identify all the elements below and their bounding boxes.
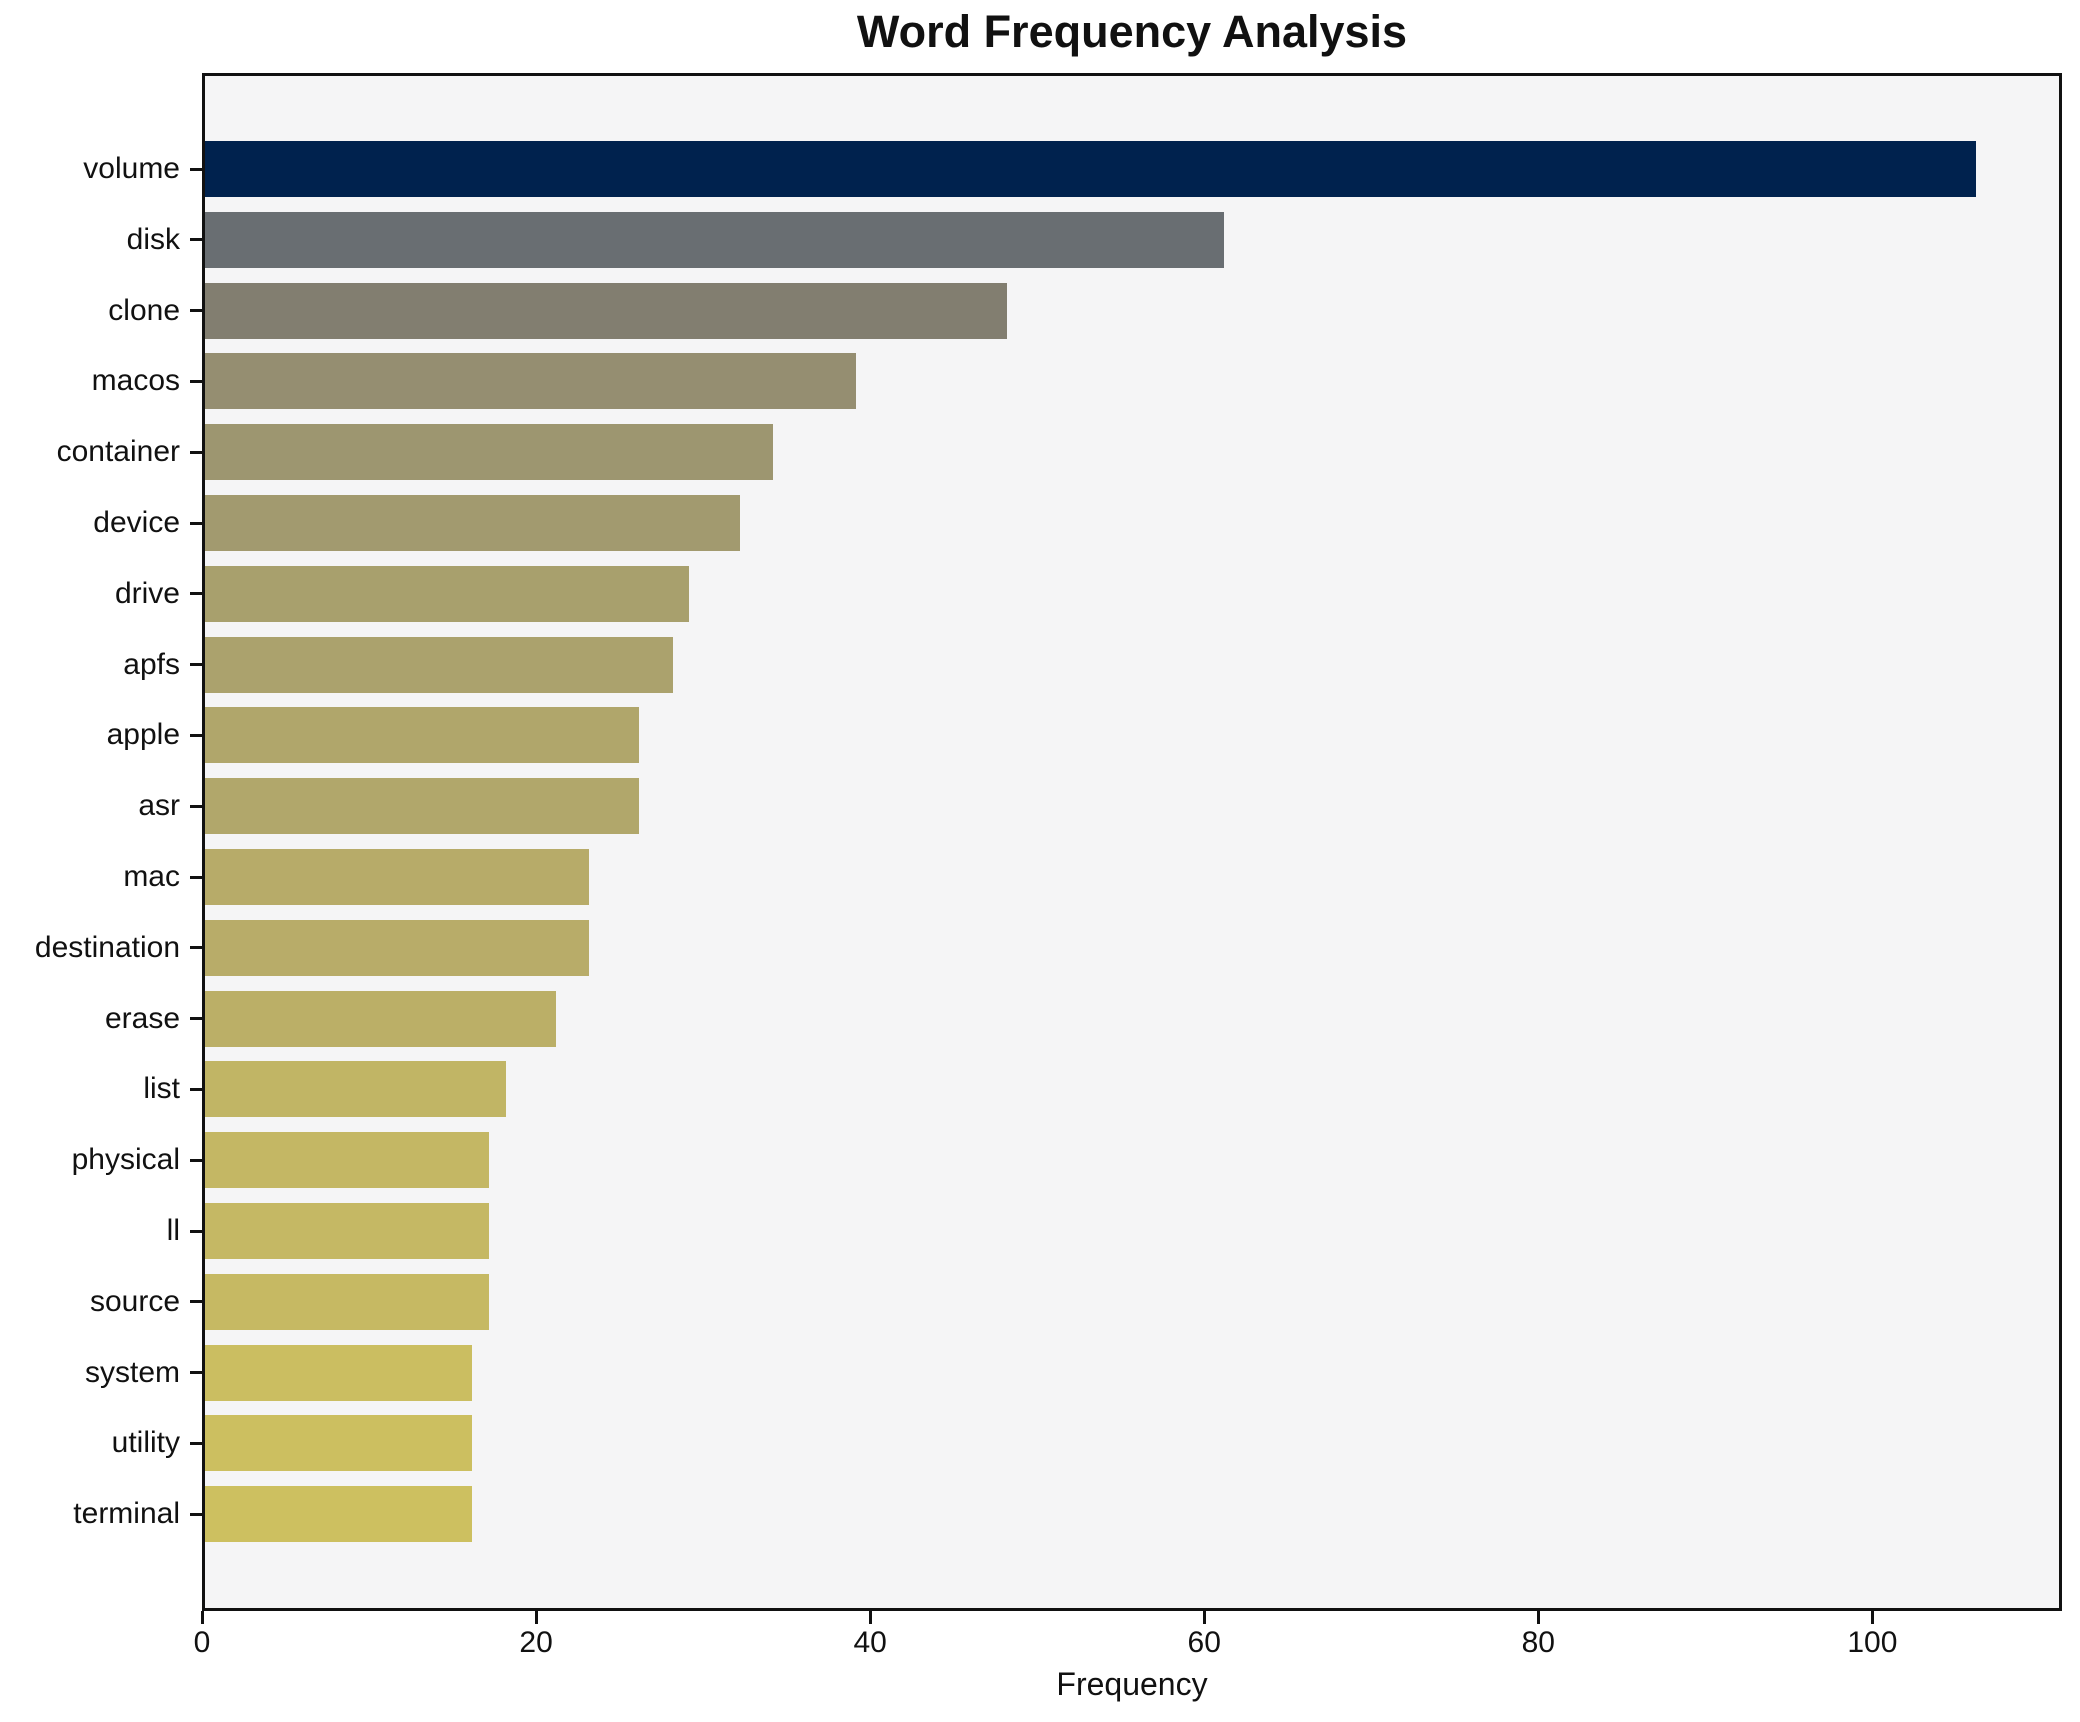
bar-device xyxy=(205,495,740,551)
xtick-label-80: 80 xyxy=(1521,1626,1555,1659)
ytick-mark-source xyxy=(190,1300,202,1304)
ytick-label-apfs: apfs xyxy=(123,647,180,681)
bar-ll xyxy=(205,1203,489,1259)
ytick-label-ll: ll xyxy=(166,1214,180,1247)
bar-list xyxy=(205,1061,506,1118)
bar-mac xyxy=(205,849,590,905)
ytick-label-apple: apple xyxy=(106,718,180,752)
ytick-mark-device xyxy=(190,521,202,525)
ytick-mark-apple xyxy=(190,733,202,737)
xtick-label-40: 40 xyxy=(853,1626,887,1659)
bar-drive xyxy=(205,565,690,622)
ytick-label-disk: disk xyxy=(126,222,180,256)
ytick-mark-mac xyxy=(190,875,202,879)
bar-volume xyxy=(205,141,1976,197)
ytick-label-device: device xyxy=(93,506,180,539)
ytick-label-asr: asr xyxy=(138,789,180,823)
chart-title: Word Frequency Analysis xyxy=(856,6,1408,57)
ytick-mark-volume xyxy=(190,167,202,171)
ytick-label-volume: volume xyxy=(83,152,180,185)
ytick-label-utility: utility xyxy=(111,1426,180,1460)
bar-apple xyxy=(205,707,640,764)
ytick-label-clone: clone xyxy=(108,293,180,327)
ytick-mark-physical xyxy=(190,1158,202,1162)
ytick-mark-system xyxy=(190,1371,202,1375)
bar-macos xyxy=(205,353,857,410)
ytick-mark-clone xyxy=(190,309,202,313)
bar-destination xyxy=(205,919,590,976)
xtick-mark-80 xyxy=(1536,1611,1540,1624)
ytick-label-physical: physical xyxy=(71,1143,180,1177)
ytick-label-destination: destination xyxy=(34,930,180,964)
x-axis-label: Frequency xyxy=(1056,1666,1208,1702)
bar-asr xyxy=(205,778,640,835)
xtick-mark-0 xyxy=(200,1611,204,1624)
xtick-mark-60 xyxy=(1202,1611,1206,1624)
ytick-label-erase: erase xyxy=(104,1001,180,1035)
ytick-mark-destination xyxy=(190,946,202,950)
xtick-label-60: 60 xyxy=(1187,1626,1221,1659)
bar-erase xyxy=(205,990,556,1047)
ytick-label-macos: macos xyxy=(91,364,180,398)
bar-utility xyxy=(205,1415,473,1472)
ytick-mark-terminal xyxy=(190,1512,202,1516)
ytick-mark-disk xyxy=(190,238,202,242)
xtick-label-0: 0 xyxy=(193,1626,211,1659)
bar-disk xyxy=(205,211,1224,268)
plot-area xyxy=(202,73,2062,1611)
xtick-mark-40 xyxy=(868,1611,872,1624)
bar-terminal xyxy=(205,1486,473,1543)
ytick-label-system: system xyxy=(84,1355,180,1389)
ytick-mark-asr xyxy=(190,804,202,808)
ytick-label-terminal: terminal xyxy=(73,1497,180,1531)
bar-clone xyxy=(205,282,1007,339)
ytick-mark-container xyxy=(190,450,202,454)
ytick-label-source: source xyxy=(89,1284,180,1318)
ytick-mark-ll xyxy=(190,1229,202,1233)
ytick-label-container: container xyxy=(56,435,180,469)
ytick-mark-utility xyxy=(190,1441,202,1445)
ytick-mark-apfs xyxy=(190,663,202,667)
bar-apfs xyxy=(205,636,673,693)
ytick-mark-macos xyxy=(190,379,202,383)
bar-container xyxy=(205,424,773,481)
ytick-label-mac: mac xyxy=(123,860,180,893)
ytick-label-list: list xyxy=(143,1072,180,1106)
bar-source xyxy=(205,1273,489,1330)
bar-system xyxy=(205,1344,473,1401)
bar-physical xyxy=(205,1132,489,1189)
xtick-mark-20 xyxy=(534,1611,538,1624)
ytick-mark-erase xyxy=(190,1017,202,1021)
ytick-mark-list xyxy=(190,1087,202,1091)
ytick-label-drive: drive xyxy=(114,576,180,610)
xtick-label-100: 100 xyxy=(1847,1626,1898,1659)
xtick-label-20: 20 xyxy=(519,1626,553,1659)
ytick-mark-drive xyxy=(190,592,202,596)
xtick-mark-100 xyxy=(1870,1611,1874,1624)
